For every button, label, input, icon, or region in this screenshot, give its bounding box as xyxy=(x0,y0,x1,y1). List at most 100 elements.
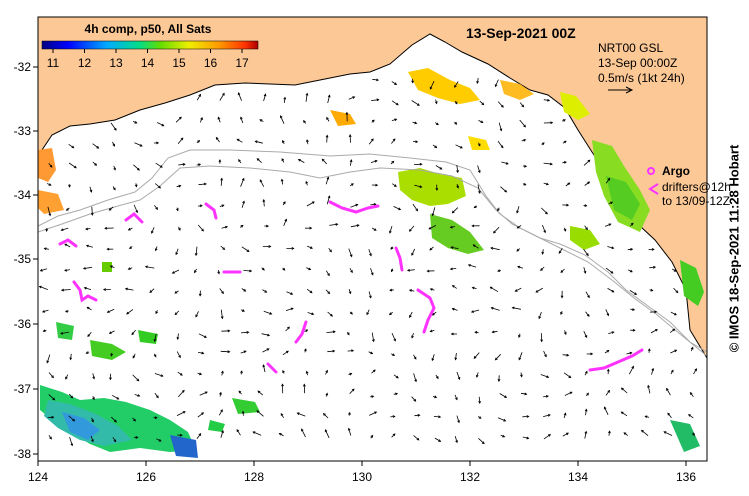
current-vector xyxy=(325,429,330,439)
current-vector xyxy=(538,312,542,319)
current-vector-head xyxy=(108,331,112,334)
current-vector-head xyxy=(606,349,610,353)
current-vector-head xyxy=(321,158,325,162)
current-vector-head xyxy=(287,326,290,330)
current-vector xyxy=(641,430,649,437)
current-vector-head xyxy=(647,384,650,388)
current-vector-head xyxy=(309,246,313,249)
current-vector xyxy=(350,204,358,208)
current-vector-head xyxy=(451,307,455,311)
current-vector-head xyxy=(178,184,182,188)
current-vector-head xyxy=(113,439,117,443)
current-vector-head xyxy=(133,418,136,422)
current-vector-head xyxy=(90,212,94,216)
current-vector-head xyxy=(345,111,349,115)
current-vector-head xyxy=(408,229,412,232)
current-vector-head xyxy=(222,92,225,96)
argo-legend: Argo drifters@12h to 13/09-12Z xyxy=(647,164,731,208)
current-vector xyxy=(86,306,92,311)
current-vector xyxy=(605,267,614,274)
bathymetry-contour-shelf xyxy=(38,149,707,353)
current-vector-head xyxy=(562,119,566,122)
current-vector xyxy=(240,178,245,187)
current-vector-head xyxy=(243,350,247,354)
current-vector-head xyxy=(584,335,588,339)
current-vector-head xyxy=(327,94,331,98)
current-vector-head xyxy=(200,117,203,121)
current-vector xyxy=(109,330,115,334)
current-vector xyxy=(479,100,484,105)
current-vector xyxy=(237,138,243,143)
current-vector-head xyxy=(449,267,453,271)
current-vector-head xyxy=(606,368,610,372)
current-vector xyxy=(132,374,139,382)
current-vector xyxy=(263,94,266,102)
colorbar-tick-label: 11 xyxy=(47,56,60,70)
current-vector xyxy=(69,436,73,446)
colorbar-tick-label: 15 xyxy=(172,56,186,70)
current-vector-head xyxy=(494,357,498,361)
current-vector-head xyxy=(455,440,458,444)
current-vector xyxy=(61,289,71,291)
current-vector-head xyxy=(608,223,612,227)
current-vector xyxy=(259,179,265,187)
current-vector-head xyxy=(237,92,241,96)
current-vector xyxy=(608,331,614,334)
current-vector xyxy=(543,350,547,357)
current-vector xyxy=(670,349,677,354)
current-vector-head xyxy=(217,271,221,275)
current-vector-head xyxy=(370,434,374,438)
current-vector xyxy=(413,373,417,382)
current-vector-head xyxy=(620,411,624,415)
current-vector-head xyxy=(394,118,398,122)
x-tick-label: 132 xyxy=(460,470,480,484)
current-vector-head xyxy=(491,330,495,334)
current-vector-head xyxy=(309,226,313,230)
current-vector-head xyxy=(332,349,336,353)
current-vector-head xyxy=(267,333,271,337)
current-vector xyxy=(492,330,498,333)
y-axis: -32 -33 -34 -35 -36 -37 -38 xyxy=(14,60,38,461)
current-vector xyxy=(621,411,628,417)
current-vector-head xyxy=(455,397,458,401)
current-vector xyxy=(48,394,55,401)
current-vector xyxy=(543,99,550,101)
current-vector-head xyxy=(587,181,591,185)
current-vector-head xyxy=(394,82,398,85)
current-vector xyxy=(327,350,335,353)
current-vector-head xyxy=(124,287,128,291)
current-vector xyxy=(47,206,51,216)
current-vector xyxy=(215,137,220,143)
current-vector xyxy=(197,224,204,232)
current-vector xyxy=(323,413,329,419)
current-vector xyxy=(543,414,551,417)
current-vector-head xyxy=(171,271,175,274)
current-vector xyxy=(435,165,443,170)
current-vector xyxy=(563,372,571,378)
colorbar-gradient xyxy=(41,40,259,50)
current-vector-head xyxy=(199,204,203,208)
current-vector-head xyxy=(71,145,75,149)
current-vector-head xyxy=(174,312,178,316)
current-vector xyxy=(84,287,92,290)
current-vector-head xyxy=(42,310,45,313)
drifter-marker-icon xyxy=(648,183,659,195)
current-vector xyxy=(348,428,352,436)
current-vector xyxy=(607,288,614,293)
current-vector xyxy=(667,412,672,418)
current-vector xyxy=(238,92,242,101)
plot-frame xyxy=(37,16,708,462)
current-vector xyxy=(112,436,117,442)
current-vector-head xyxy=(585,227,588,231)
current-vector-head xyxy=(176,336,180,341)
current-vector xyxy=(149,288,155,293)
current-vector-head xyxy=(376,78,380,82)
current-vector-head xyxy=(217,116,221,120)
current-vector-head xyxy=(667,412,671,416)
current-vector xyxy=(455,144,463,149)
current-vector xyxy=(519,102,524,108)
current-vector-head xyxy=(439,166,443,170)
current-vector xyxy=(326,195,330,205)
current-vector-head xyxy=(371,119,375,123)
current-vector-head xyxy=(182,163,186,166)
